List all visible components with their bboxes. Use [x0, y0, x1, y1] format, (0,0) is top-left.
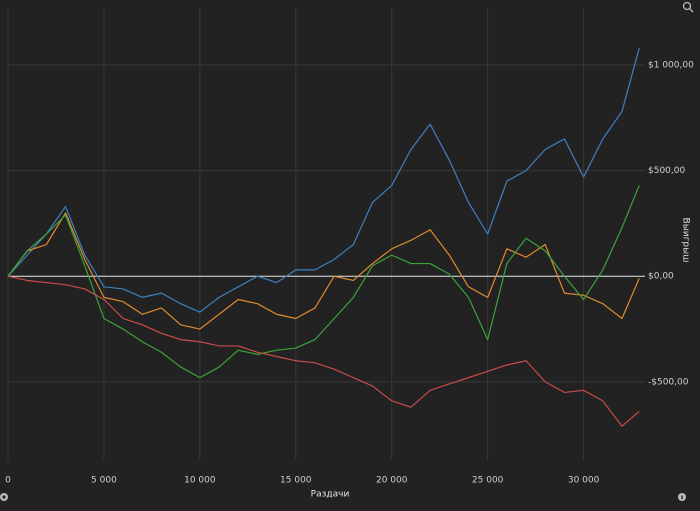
plot: 0 5 000 10 000 15 000 20 000 25 000 30 000 -$50… [5, 8, 694, 486]
x-tick-label: 0 [5, 476, 11, 486]
x-tick-label: 20 000 [376, 476, 408, 486]
x-tick-label: 25 000 [472, 476, 504, 486]
x-tick-label: 15 000 [280, 476, 312, 486]
zoom-icon[interactable] [682, 1, 694, 13]
x-axis-title: Раздачи [311, 490, 350, 500]
x-tick-label: 30 000 [568, 476, 600, 486]
y-tick-label: -$500,00 [648, 377, 689, 387]
y-tick-label: $1 000,00 [648, 61, 694, 71]
series-line [7, 47, 640, 313]
y-tick-label: $500,00 [648, 166, 685, 176]
series-line [7, 185, 640, 379]
settings-icon[interactable] [0, 493, 8, 501]
y-axis-title: Выигрыш [681, 218, 691, 263]
series-line [7, 212, 640, 330]
x-tick-label: 10 000 [184, 476, 216, 486]
x-tick-label: 5 000 [91, 476, 117, 486]
y-tick-label: $0,00 [648, 272, 674, 282]
series-line [7, 275, 640, 427]
info-icon[interactable] [678, 493, 686, 501]
